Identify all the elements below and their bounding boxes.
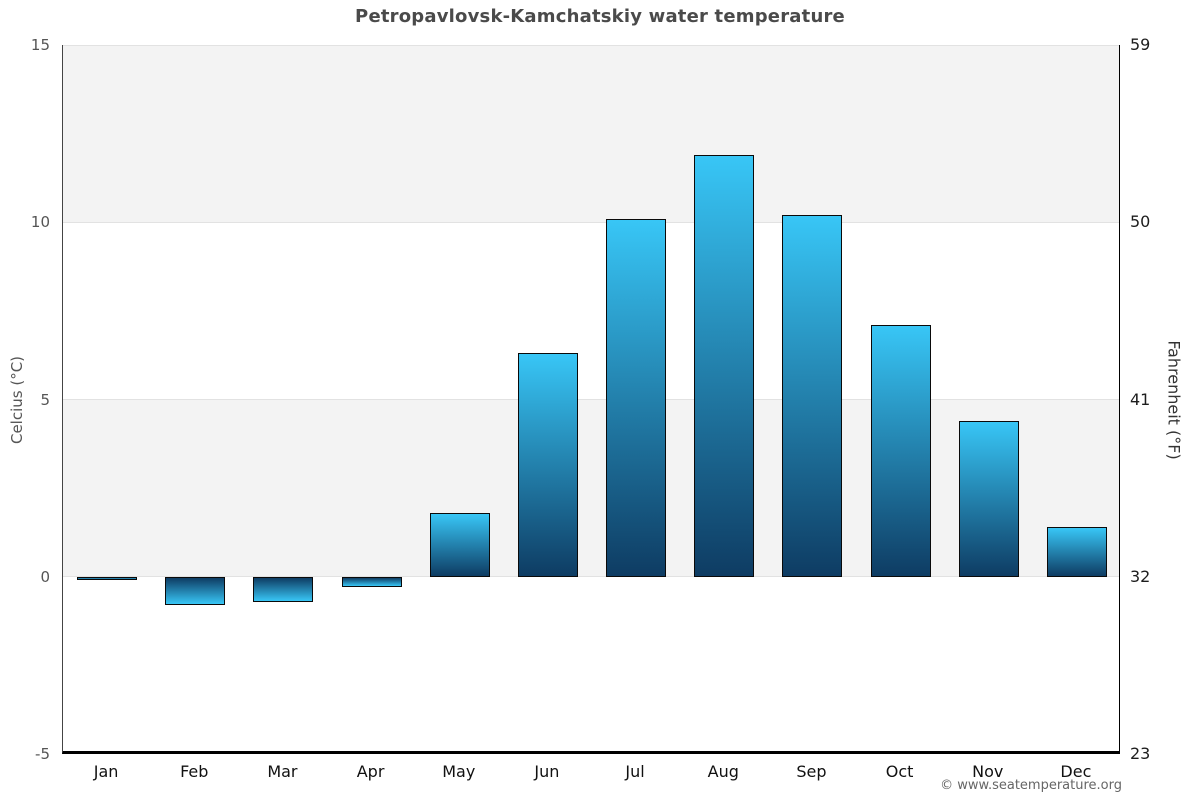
bar-apr (341, 576, 402, 588)
month-label-mar: Mar (267, 762, 298, 781)
bar-oct (870, 325, 931, 577)
fahrenheit-tick-41: 41 (1130, 389, 1151, 409)
month-label-jul: Jul (625, 762, 645, 781)
gridline-0 (63, 576, 1119, 578)
gridline-15 (63, 45, 1119, 46)
celsius-tick-10: 10 (30, 213, 50, 232)
celsius-tick-15: 15 (30, 36, 50, 54)
copyright-text: © www.seatemperature.org (940, 778, 1122, 793)
bar-sep (782, 215, 843, 577)
month-label-jun: Jun (534, 762, 560, 781)
celsius-tick-0: 0 (40, 567, 50, 586)
fahrenheit-tick-32: 32 (1130, 566, 1151, 586)
bar-feb (165, 576, 226, 606)
fahrenheit-tick-23: 23 (1130, 744, 1151, 763)
fahrenheit-tick-59: 59 (1130, 35, 1151, 54)
gridline-5 (63, 399, 1119, 400)
month-label-apr: Apr (356, 762, 385, 781)
month-label-feb: Feb (180, 762, 209, 781)
month-label-nov: Nov (972, 762, 1004, 781)
bar-nov (958, 420, 1019, 577)
month-label-aug: Aug (707, 762, 739, 781)
bar-aug (694, 154, 755, 577)
bar-mar (253, 576, 314, 602)
plot-area (62, 45, 1120, 754)
fahrenheit-tick-50: 50 (1130, 212, 1151, 232)
plot-band-0 (63, 45, 1119, 223)
chart-title: Petropavlovsk-Kamchatskiy water temperat… (355, 6, 845, 27)
bar-jan (77, 576, 138, 581)
bar-jun (517, 353, 578, 577)
plot-band-1 (63, 399, 1119, 577)
month-label-dec: Dec (1060, 762, 1092, 781)
celsius-tick-5: 5 (40, 390, 50, 409)
bar-jul (606, 218, 667, 577)
month-label-may: May (442, 762, 476, 781)
gridline-10 (63, 221, 1119, 223)
month-label-oct: Oct (885, 762, 914, 781)
month-label-jan: Jan (93, 762, 119, 781)
bar-may (429, 512, 490, 577)
celsius-tick--5: -5 (35, 745, 50, 763)
month-label-sep: Sep (796, 762, 827, 781)
bar-dec (1046, 527, 1107, 577)
